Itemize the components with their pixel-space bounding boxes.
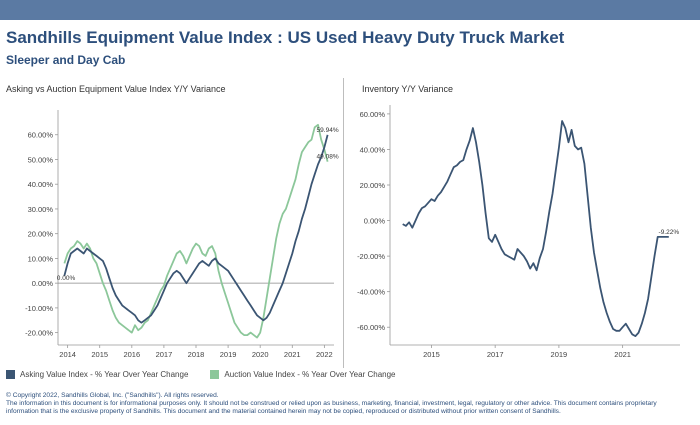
chart-divider [343,78,344,368]
left-series-line-1 [63,123,329,339]
legend-label-auction: Auction Value Index - % Year Over Year C… [224,370,396,379]
legend-swatch-asking [6,370,15,379]
page-subtitle: Sleeper and Day Cab [6,53,126,67]
footer: © Copyright 2022, Sandhills Global, Inc.… [6,392,696,416]
inventory-chart: -60.00% -40.00% -20.00% 0.00% 20.00% 40.00% 60… [357,105,680,359]
left-y-tick-label: 50.00% [28,155,54,164]
right-series-line-1 [402,120,669,338]
right-y-tick-label: -40.00% [357,288,385,297]
left-y-tick-label: 20.00% [28,230,54,239]
left-annotation: 59.94% [317,127,339,134]
right-x-tick-label: 2019 [551,350,568,359]
left-x-tick-label: 2020 [252,350,269,359]
right-y-tick-label: 0.00% [364,217,386,226]
right-y-tick-label: 40.00% [360,145,386,154]
right-y-tick-label: 20.00% [360,181,386,190]
legend-label-asking: Asking Value Index - % Year Over Year Ch… [20,370,189,379]
footer-disclaimer-1: The information in this document is for … [6,400,657,407]
page-title: Sandhills Equipment Value Index : US Use… [6,28,565,47]
left-x-tick-label: 2019 [220,350,237,359]
left-x-tick-label: 2021 [284,350,301,359]
legend-item-asking: Asking Value Index - % Year Over Year Ch… [6,370,188,379]
left-y-tick-label: -20.00% [25,329,53,338]
right-y-tick-label: -20.00% [357,252,385,261]
left-y-tick-label: 0.00% [32,279,54,288]
legend-item-auction: Auction Value Index - % Year Over Year C… [210,370,395,379]
left-y-tick-label: 30.00% [28,205,54,214]
left-annotation: 0.00% [57,275,76,282]
legend: Asking Value Index - % Year Over Year Ch… [6,370,417,379]
left-x-tick-label: 2014 [59,350,76,359]
footer-disclaimer-2: information that is the exclusive proper… [6,408,561,415]
left-series-line-2 [63,134,329,324]
left-x-tick-label: 2016 [123,350,140,359]
right-x-tick-label: 2015 [423,350,440,359]
left-x-tick-label: 2022 [316,350,333,359]
right-x-tick-label: 2021 [614,350,631,359]
asking-auction-chart: -20.00% -10.00% 0.00% 10.00% 20.00% 30.00% 40.… [25,110,339,359]
left-x-tick-label: 2017 [156,350,173,359]
left-y-tick-label: 60.00% [28,131,54,140]
footer-copyright: © Copyright 2022, Sandhills Global, Inc.… [6,392,219,399]
left-chart-title: Asking vs Auction Equipment Value Index … [6,84,226,94]
right-chart-title: Inventory Y/Y Variance [362,84,454,94]
right-y-tick-label: -60.00% [357,323,385,332]
left-x-tick-label: 2015 [91,350,108,359]
left-y-tick-label: 40.00% [28,180,54,189]
top-banner [0,0,700,20]
right-y-tick-label: 60.00% [360,110,386,119]
legend-swatch-auction [210,370,220,379]
left-x-tick-label: 2018 [188,350,205,359]
left-y-tick-label: -10.00% [25,304,53,313]
left-y-tick-label: 10.00% [28,254,54,263]
right-x-tick-label: 2017 [487,350,504,359]
left-annotation: 49.08% [317,154,339,161]
right-annotation: -9.22% [659,229,680,236]
